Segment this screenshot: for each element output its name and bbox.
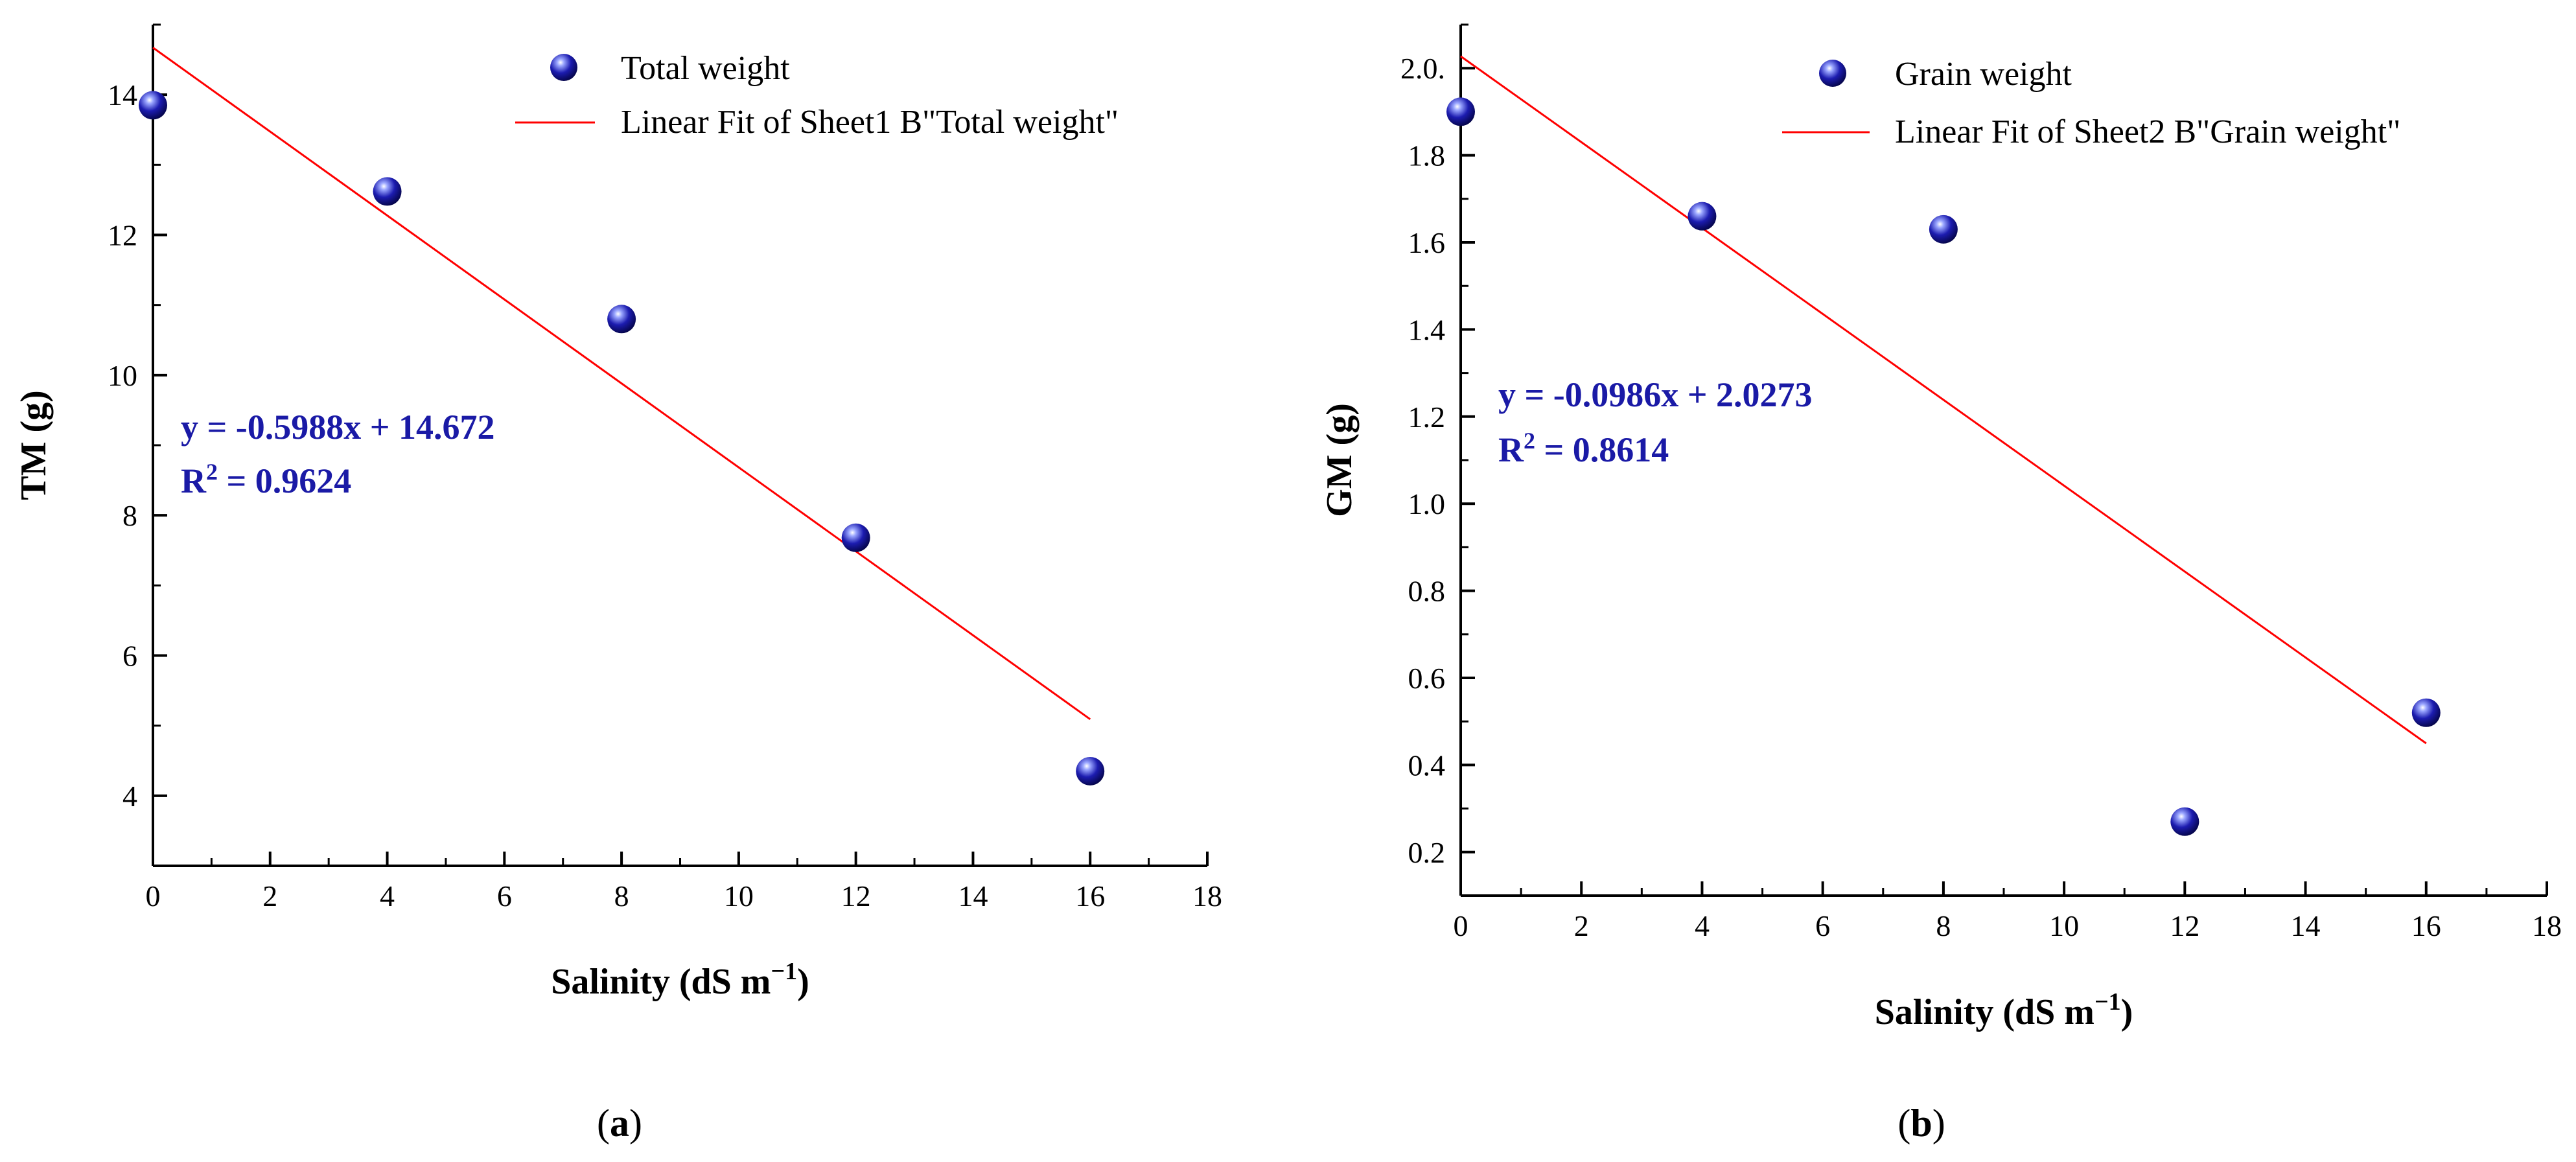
data-point	[1929, 215, 1958, 244]
x-tick-label: 10	[724, 879, 754, 912]
legend-fit-label: Linear Fit of Sheet2 B"Grain weight"	[1895, 113, 2400, 150]
x-tick-label: 16	[1075, 879, 1105, 912]
chart-panel-a: 0 2 4 6 8 10 12 14 16 18 4 6 8 10 12 14 Total weight Line…	[14, 23, 1222, 1145]
data-point	[139, 91, 167, 120]
y-tick-label: 12	[108, 219, 137, 252]
x-tick-label: 8	[1936, 909, 1951, 942]
y-tick-label: 1.2	[1408, 401, 1446, 434]
data-point	[1446, 97, 1475, 126]
y-tick-label: 0.6	[1408, 662, 1446, 695]
x-tick-label: 18	[1192, 879, 1222, 912]
r-squared: R2 = 0.8614	[1498, 428, 1669, 469]
x-tick-label: 12	[2170, 909, 2199, 942]
x-axis-label: Salinity (dS m−1)	[551, 958, 809, 1002]
fit-line	[152, 47, 1091, 721]
x-axis-label: Salinity (dS m−1)	[1875, 988, 2133, 1032]
y-tick-label: 0.4	[1408, 749, 1446, 782]
data-point	[1076, 756, 1105, 785]
panel-label: (a)	[597, 1102, 642, 1145]
x-tick-label: 6	[1815, 909, 1830, 942]
fit-equation: y = -0.5988x + 14.672	[181, 408, 495, 447]
x-tick-label: 2	[262, 879, 277, 912]
x-tick-label: 10	[2049, 909, 2079, 942]
legend-label: Total weight	[621, 50, 790, 87]
legend-label: Grain weight	[1895, 56, 2072, 93]
data-point	[841, 523, 870, 552]
legend-marker	[1819, 60, 1846, 87]
fit-equation: y = -0.0986x + 2.0273	[1498, 375, 1813, 414]
x-tick-label: 18	[2532, 909, 2562, 942]
x-tick-label: 8	[614, 879, 629, 912]
panel-label: (b)	[1897, 1102, 1945, 1145]
data-point	[2411, 698, 2441, 727]
chart-panel-b: 0 2 4 6 8 10 12 14 16 18 0.2 0.4 0.6 0.8 1.0 1.2 1.4 1.6 1…	[1319, 23, 2562, 1145]
x-tick-label: 2	[1574, 909, 1589, 942]
fit-line	[1460, 55, 2427, 745]
x-tick-label: 4	[380, 879, 395, 912]
legend-fit-label: Linear Fit of Sheet1 B"Total weight"	[621, 104, 1119, 141]
x-tick-label: 12	[841, 879, 871, 912]
y-axis-label: GM (g)	[1319, 403, 1360, 517]
y-tick-label: 0.2	[1408, 836, 1446, 869]
legend-marker	[550, 54, 577, 81]
y-tick-label: 1.8	[1408, 139, 1446, 172]
y-tick-label: 0.8	[1408, 575, 1446, 608]
y-tick-label: 10	[108, 359, 137, 392]
y-tick-label: 6	[122, 640, 137, 673]
x-tick-label: 14	[2291, 909, 2321, 942]
y-tick-label: 1.6	[1408, 226, 1446, 259]
x-tick-label: 0	[1454, 909, 1468, 942]
y-tick-label: 1.0	[1408, 487, 1446, 520]
y-tick-label: 4	[122, 780, 137, 813]
x-tick-label: 4	[1695, 909, 1710, 942]
x-tick-label: 0	[146, 879, 161, 912]
x-tick-label: 6	[497, 879, 512, 912]
r-squared: R2 = 0.9624	[181, 459, 351, 500]
data-point	[373, 177, 402, 206]
x-tick-label: 16	[2411, 909, 2441, 942]
y-tick-label: 14	[108, 78, 137, 111]
y-tick-label: 8	[122, 499, 137, 532]
data-point	[607, 305, 636, 334]
y-axis-label: TM (g)	[14, 390, 54, 500]
y-tick-label: 2.0.	[1400, 52, 1445, 85]
x-tick-label: 14	[958, 879, 988, 912]
data-point	[1688, 202, 1717, 231]
y-tick-label: 1.4	[1408, 313, 1446, 346]
data-point	[2170, 807, 2199, 836]
